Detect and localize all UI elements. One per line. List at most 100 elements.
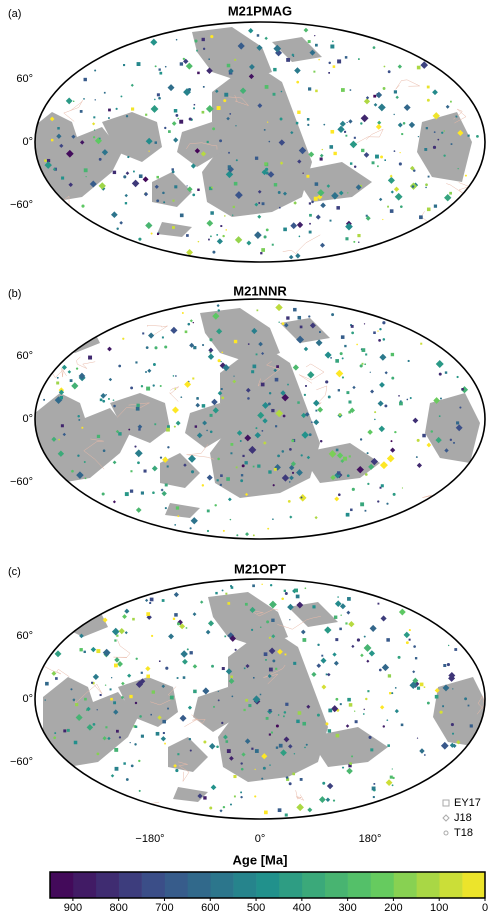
site-ey17: [208, 58, 210, 61]
site-j18: [296, 335, 305, 344]
site-t18: [291, 439, 295, 443]
site-j18: [130, 83, 134, 87]
site-ey17: [348, 455, 351, 458]
site-t18: [105, 394, 107, 396]
site-ey17: [112, 170, 117, 175]
site-ey17: [244, 602, 248, 606]
site-j18: [262, 418, 268, 424]
site-t18: [152, 363, 156, 366]
site-t18: [212, 250, 216, 254]
site-ey17: [193, 107, 195, 110]
site-ey17: [219, 483, 222, 486]
site-ey17: [201, 404, 206, 408]
site-t18: [140, 385, 144, 388]
site-ey17: [156, 93, 160, 97]
site-ey17: [268, 470, 272, 474]
site-t18: [167, 446, 170, 449]
site-t18: [182, 57, 186, 61]
plate-boundary: [147, 325, 168, 336]
site-t18: [409, 397, 412, 400]
site-t18: [269, 584, 273, 587]
site-j18: [147, 368, 152, 373]
colorbar-tick-label: 100: [430, 902, 448, 912]
site-ey17: [84, 477, 87, 480]
site-ey17: [328, 708, 333, 713]
site-t18: [192, 193, 196, 197]
site-ey17: [151, 634, 154, 637]
site-t18: [188, 737, 192, 741]
site-ey17: [315, 89, 318, 93]
site-ey17: [57, 127, 60, 130]
site-t18: [447, 644, 450, 647]
site-j18: [360, 653, 364, 658]
site-t18: [318, 58, 320, 61]
site-ey17: [116, 634, 119, 637]
site-j18: [306, 455, 311, 460]
site-ey17: [319, 331, 321, 333]
colorbar-bin: [210, 872, 234, 898]
site-j18: [121, 681, 125, 686]
site-j18: [44, 161, 52, 169]
site-t18: [156, 199, 160, 203]
site-j18: [282, 191, 288, 196]
site-ey17: [154, 141, 158, 144]
site-j18: [408, 121, 416, 129]
site-t18: [152, 384, 155, 387]
site-t18: [214, 504, 217, 507]
site-ey17: [469, 724, 473, 728]
site-ey17: [230, 675, 233, 679]
site-ey17: [225, 740, 229, 743]
site-ey17: [286, 777, 290, 781]
site-j18: [403, 104, 411, 112]
site-ey17: [98, 137, 101, 140]
site-j18: [379, 705, 385, 710]
site-j18: [101, 149, 109, 156]
site-t18: [211, 664, 214, 668]
site-j18: [290, 222, 298, 230]
plate-boundary: [116, 402, 150, 418]
site-j18: [345, 724, 350, 728]
site-ey17: [177, 753, 180, 756]
site-ey17: [423, 686, 426, 688]
site-t18: [360, 122, 363, 125]
site-j18: [142, 176, 149, 183]
site-j18: [318, 796, 326, 803]
site-t18: [398, 394, 400, 397]
site-t18: [98, 157, 102, 161]
site-ey17: [151, 690, 155, 694]
site-j18: [351, 644, 355, 648]
site-t18: [289, 619, 291, 621]
site-ey17: [339, 703, 342, 706]
site-ey17: [305, 385, 307, 387]
site-ey17: [384, 159, 386, 161]
site-j18: [284, 322, 289, 328]
site-ey17: [146, 674, 150, 679]
site-ey17: [145, 113, 148, 116]
site-j18: [145, 598, 149, 602]
site-ey17: [286, 316, 290, 320]
site-ey17: [149, 602, 152, 604]
site-j18: [283, 736, 290, 743]
site-t18: [209, 338, 213, 342]
site-t18: [298, 235, 301, 238]
plate-boundary: [184, 714, 206, 727]
site-t18: [96, 752, 100, 756]
site-t18: [134, 743, 137, 746]
site-t18: [287, 499, 291, 503]
site-ey17: [273, 67, 277, 72]
site-t18: [222, 805, 226, 809]
site-t18: [154, 346, 158, 350]
site-ey17: [286, 57, 291, 62]
lon-tick-label: 0°: [255, 833, 266, 845]
site-t18: [307, 123, 310, 126]
site-t18: [390, 440, 393, 443]
site-j18: [334, 496, 340, 502]
site-ey17: [167, 425, 170, 429]
site-j18: [333, 660, 339, 666]
site-ey17: [93, 116, 96, 119]
site-j18: [134, 449, 143, 458]
plate-boundary: [295, 790, 305, 801]
site-ey17: [185, 627, 188, 629]
site-ey17: [254, 156, 259, 160]
site-j18: [131, 179, 140, 188]
